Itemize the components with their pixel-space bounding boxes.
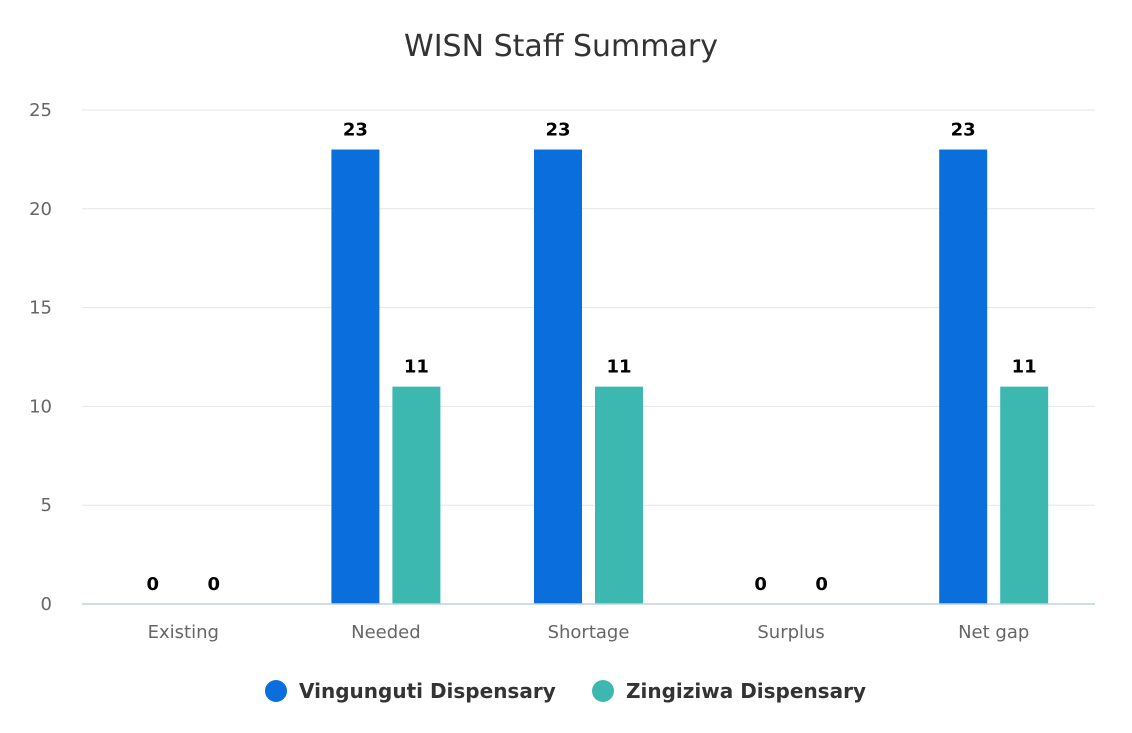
bar[interactable]	[939, 149, 988, 604]
legend-marker-icon	[592, 680, 614, 702]
x-tick-label: Net gap	[958, 622, 1029, 643]
x-tick-label: Surplus	[757, 622, 824, 643]
y-axis: 0 5 10 15 20 25	[29, 100, 52, 615]
legend[interactable]: Vingunguti Dispensary Zingiziwa Dispensar…	[265, 679, 866, 703]
data-label: 23	[545, 120, 570, 141]
gridlines	[82, 109, 1095, 506]
legend-item[interactable]: Zingiziwa Dispensary	[592, 679, 866, 703]
x-axis: Existing Needed Shortage Surplus Net gap	[82, 603, 1095, 643]
bar[interactable]	[1000, 386, 1049, 604]
data-label: 0	[815, 574, 828, 595]
y-tick-label: 15	[29, 298, 52, 319]
y-tick-label: 5	[41, 495, 52, 516]
legend-marker-icon	[265, 680, 287, 702]
data-labels: 0 0 23 11 23 11 0 0 23 11	[147, 120, 1037, 595]
legend-label: Zingiziwa Dispensary	[626, 679, 866, 703]
y-tick-label: 0	[41, 594, 52, 615]
y-tick-label: 25	[29, 100, 52, 121]
y-tick-label: 20	[29, 199, 52, 220]
bar[interactable]	[331, 149, 380, 604]
data-label: 11	[1012, 357, 1037, 378]
bars	[331, 149, 1049, 604]
x-tick-label: Existing	[148, 622, 219, 643]
data-label: 0	[208, 574, 221, 595]
data-label: 23	[951, 120, 976, 141]
x-tick-label: Shortage	[548, 622, 630, 643]
bar[interactable]	[392, 386, 441, 604]
data-label: 11	[404, 357, 429, 378]
data-label: 23	[343, 120, 368, 141]
legend-item[interactable]: Vingunguti Dispensary	[265, 679, 556, 703]
data-label: 0	[147, 574, 160, 595]
x-tick-label: Needed	[351, 622, 421, 643]
chart-title: WISN Staff Summary	[404, 29, 718, 64]
bar[interactable]	[534, 149, 582, 604]
y-tick-label: 10	[29, 396, 52, 417]
legend-label: Vingunguti Dispensary	[299, 679, 556, 703]
data-label: 0	[754, 574, 767, 595]
bar[interactable]	[595, 386, 643, 604]
data-label: 11	[606, 357, 631, 378]
